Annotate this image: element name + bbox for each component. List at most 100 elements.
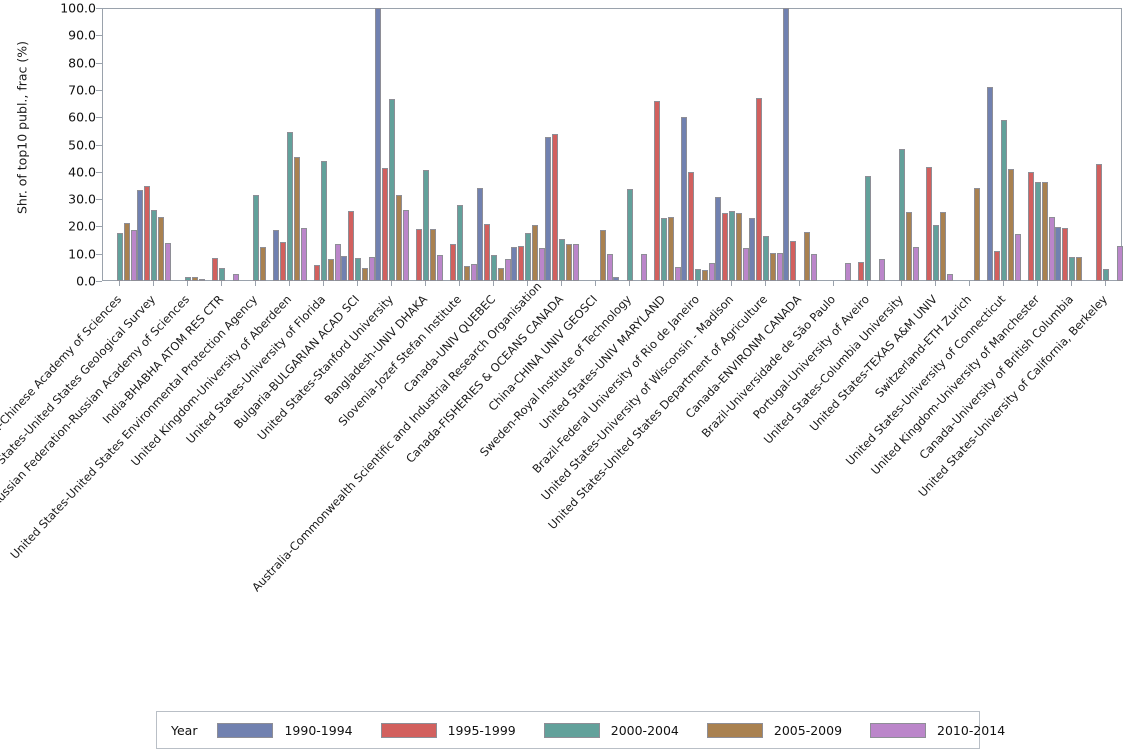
bar-group [443,9,477,281]
bar-group [545,9,579,281]
x-tick-mark [901,281,902,286]
bar [314,265,321,281]
x-tick-mark [527,281,528,286]
bar [1007,169,1014,281]
bar [565,243,572,281]
bar [926,166,933,281]
y-tick-label: 70.0 [68,82,96,98]
bar [300,227,307,281]
bar [484,223,491,281]
x-tick-mark [561,281,562,286]
bar [763,236,769,281]
y-tick-mark [96,89,102,91]
legend-item[interactable]: 1995-1999 [380,722,516,738]
legend-items: 1990-1994 1995-1999 2000-2004 2005-2009 2010… [217,722,1033,738]
x-tick-mark [119,281,120,286]
bar [518,245,525,281]
bar [1116,245,1123,281]
bar [320,161,327,281]
y-tick-label: 80.0 [68,55,96,71]
bar [735,212,742,281]
bar [756,98,763,281]
y-tick-label: 10.0 [68,246,96,262]
bar [660,217,667,281]
bar [769,252,776,281]
y-tick-mark [96,117,102,119]
x-tick-mark [1003,281,1004,286]
bar-group [307,9,341,281]
bar [701,269,708,281]
bar [783,8,790,281]
legend-item[interactable]: 2000-2004 [543,722,679,738]
bar [327,258,334,281]
bar-group [681,9,715,281]
bar [184,276,191,281]
bar-group [1055,9,1089,281]
bar [477,188,484,281]
bar [429,229,436,281]
bar [151,210,157,281]
x-tick-mark [1037,281,1038,286]
legend-label: 1990-1994 [284,722,353,738]
bar-group [341,9,375,281]
bar [810,253,817,281]
bar [1001,119,1007,281]
bar [1034,182,1041,281]
bar [232,273,239,281]
bar [715,196,722,281]
bar [722,212,729,281]
bar [681,116,688,281]
bar [939,212,946,281]
bar [606,253,613,281]
bar [1075,257,1082,281]
x-tick-mark [425,281,426,286]
x-tick-mark [289,281,290,286]
bar [491,254,497,281]
bar-group [205,9,239,281]
bar [164,242,171,281]
x-tick-mark [459,281,460,286]
y-tick-mark [96,35,102,37]
y-tick-label: 100.0 [60,0,96,16]
x-tick-mark [935,281,936,286]
x-tick-mark [833,281,834,286]
legend-label: 1995-1999 [447,722,516,738]
x-tick-mark [493,281,494,286]
bar [252,194,259,281]
legend-item[interactable]: 2005-2009 [706,722,843,738]
bar [273,229,280,281]
bar [463,266,470,281]
bar-group [647,9,681,281]
bar [341,255,348,281]
bar-group [851,9,885,281]
legend-item[interactable]: 2010-2014 [870,722,1005,738]
legend-swatch [543,722,600,738]
bar [1048,217,1055,281]
x-tick-mark [391,281,392,286]
x-tick-mark [357,281,358,286]
y-tick-mark [96,144,102,146]
legend-swatch [706,722,763,738]
x-tick-mark [765,281,766,286]
bar [1014,234,1021,281]
legend-swatch [217,722,274,738]
bar-group [613,9,647,281]
bar [865,175,871,281]
bar-groups [103,8,1123,281]
y-tick-label: 90.0 [68,27,96,43]
bar [1103,268,1109,281]
bar [395,195,402,281]
bar [1055,226,1062,281]
legend-item[interactable]: 1990-1994 [217,722,353,738]
y-tick-label: 60.0 [68,109,96,125]
bar [538,248,545,281]
bar [191,277,198,281]
bar-group [477,9,511,281]
legend-label: 2005-2009 [773,722,843,738]
bar [348,211,355,281]
bar [987,86,994,281]
bar-group [103,9,137,281]
x-tick-mark [969,281,970,286]
bar [858,261,865,281]
